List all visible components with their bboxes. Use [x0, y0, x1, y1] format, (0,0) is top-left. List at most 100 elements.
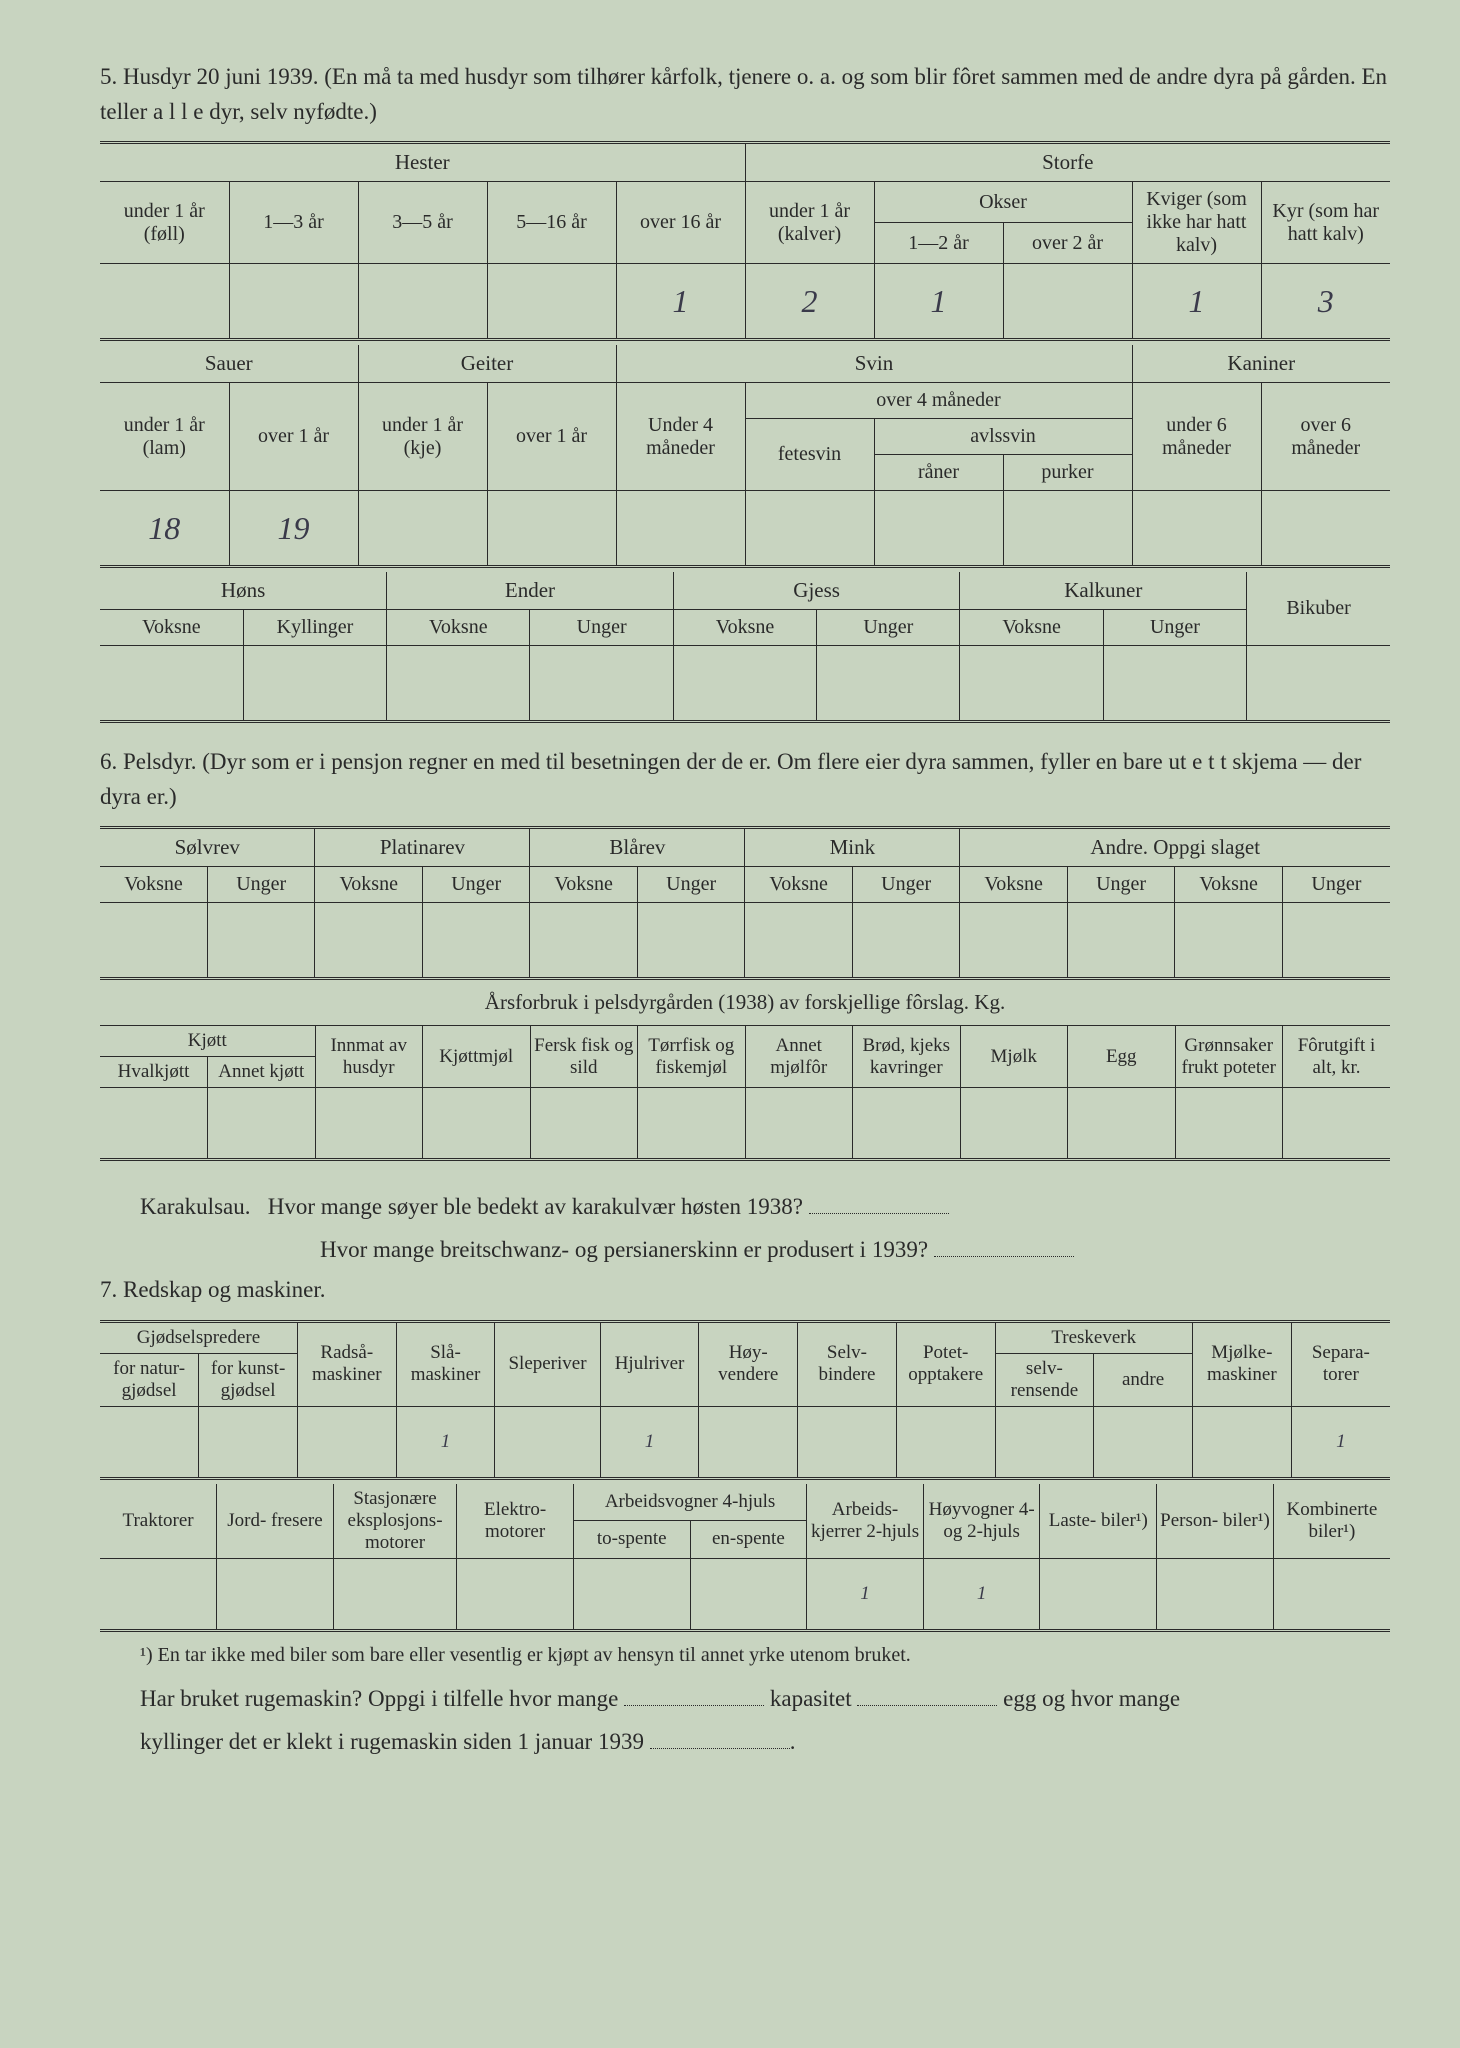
- unger: Unger: [637, 867, 744, 903]
- cell: [100, 264, 229, 340]
- table5-title: Årsforbruk i pelsdyrgården (1938) av for…: [100, 990, 1390, 1015]
- s-under1: under 1 år (kalver): [745, 182, 874, 264]
- voksne: Voksne: [1175, 867, 1282, 903]
- section-7-num: 7.: [100, 1277, 117, 1302]
- unger: Unger: [1282, 867, 1390, 903]
- cell: [243, 646, 386, 722]
- ferskfisk: Fersk fisk og sild: [530, 1026, 638, 1088]
- separa: Separa- torer: [1291, 1321, 1390, 1406]
- egg: Egg: [1068, 1026, 1176, 1088]
- hdr-sauer: Sauer: [100, 345, 358, 383]
- sa-over1: over 1 år: [229, 383, 358, 491]
- radsa: Radså- maskiner: [297, 1321, 396, 1406]
- section-5-num: 5.: [100, 64, 117, 89]
- section-6-num: 6.: [100, 749, 117, 774]
- arbeidskjerrer: Arbeids- kjerrer 2-hjuls: [807, 1484, 924, 1559]
- voksne: Voksne: [960, 867, 1067, 903]
- cell: 1: [807, 1558, 924, 1630]
- bottom-line1: Har bruket rugemaskin? Oppgi i tilfelle …: [140, 1679, 1390, 1718]
- h-under1: under 1 år (føll): [100, 182, 229, 264]
- selv: Selv- bindere: [798, 1321, 897, 1406]
- cell: 1: [1132, 264, 1261, 340]
- hdr-svin: Svin: [616, 345, 1132, 383]
- unger: Unger: [207, 867, 314, 903]
- voksne: Voksne: [530, 867, 637, 903]
- unger: Unger: [1067, 867, 1174, 903]
- blank: [650, 1748, 790, 1749]
- cell: 19: [229, 491, 358, 567]
- cell: [960, 646, 1103, 722]
- person: Person- biler¹): [1157, 1484, 1274, 1559]
- torrfisk: Tørrfisk og fiskemjøl: [638, 1026, 746, 1088]
- unger: Unger: [852, 867, 959, 903]
- hoy: Høy- vendere: [699, 1321, 798, 1406]
- l2: kyllinger det er klekt i rugemaskin side…: [140, 1729, 644, 1754]
- voksne: Voksne: [100, 867, 207, 903]
- cell: 3: [1261, 264, 1390, 340]
- sv-under4: Under 4 måneder: [616, 383, 745, 491]
- ge-under1: under 1 år (kje): [358, 383, 487, 491]
- kombinerte: Kombinerte biler¹): [1273, 1484, 1390, 1559]
- gjodsel: Gjødselspredere: [100, 1321, 297, 1353]
- hdr-storfe: Storfe: [745, 143, 1390, 182]
- cell: 1: [923, 1558, 1040, 1630]
- karakul-label: Karakulsau.: [140, 1194, 251, 1219]
- karakul-line2: Hvor mange breitschwanz- og persianerski…: [140, 1230, 1390, 1269]
- potet: Potet- opptakere: [896, 1321, 995, 1406]
- cell: [673, 646, 816, 722]
- section-6-title: Pelsdyr. (Dyr som er i pensjon regner en…: [100, 749, 1361, 809]
- cell: 2: [745, 264, 874, 340]
- sla: Slå- maskiner: [396, 1321, 495, 1406]
- cell: [1003, 264, 1132, 340]
- mjolke: Mjølke- maskiner: [1192, 1321, 1291, 1406]
- mink: Mink: [745, 828, 960, 867]
- table-hester-storfe: Hester Storfe under 1 år (føll) 1—3 år 3…: [100, 141, 1390, 341]
- laste: Laste- biler¹): [1040, 1484, 1157, 1559]
- innmat: Innmat av husdyr: [315, 1026, 423, 1088]
- natur: for natur- gjødsel: [100, 1353, 199, 1406]
- fetesvin: fetesvin: [745, 419, 874, 491]
- treskeverk: Treskeverk: [995, 1321, 1192, 1353]
- kjott: Kjøtt: [100, 1026, 315, 1057]
- cell: [358, 264, 487, 340]
- kyr: Kyr (som har hatt kalv): [1261, 182, 1390, 264]
- ka-under6: under 6 måneder: [1132, 383, 1261, 491]
- section-7-heading: 7. Redskap og maskiner.: [100, 1273, 1390, 1308]
- karakul-q2: Hvor mange breitschwanz- og persianerski…: [320, 1237, 928, 1262]
- hdr-ender: Ender: [387, 572, 674, 610]
- kviger: Kviger (som ikke har hatt kalv): [1132, 182, 1261, 264]
- cell: [229, 264, 358, 340]
- sv-over4: over 4 måneder: [745, 383, 1132, 419]
- h-1-3: 1—3 år: [229, 182, 358, 264]
- cell: [616, 491, 745, 567]
- annetkjott: Annet kjøtt: [208, 1057, 316, 1088]
- cell: 1: [600, 1406, 699, 1478]
- section-6-heading: 6. Pelsdyr. (Dyr som er i pensjon regner…: [100, 745, 1390, 814]
- bottom-line2: kyllinger det er klekt i rugemaskin side…: [140, 1722, 1390, 1761]
- section-5-title: Husdyr 20 juni 1939. (En må ta med husdy…: [100, 64, 1387, 124]
- kjottmjol: Kjøttmjøl: [423, 1026, 531, 1088]
- kyllinger: Kyllinger: [243, 610, 386, 646]
- cell: [874, 491, 1003, 567]
- cell: [387, 646, 530, 722]
- hdr-kaniner: Kaniner: [1132, 345, 1390, 383]
- raner: råner: [874, 455, 1003, 491]
- footnote-1: ¹) En tar ikke med biler som bare eller …: [140, 1644, 1390, 1667]
- unger: Unger: [530, 610, 673, 646]
- cell: [1261, 491, 1390, 567]
- andre: Andre. Oppgi slaget: [960, 828, 1390, 867]
- karakul-q1: Hvor mange søyer ble bedekt av karakulvæ…: [268, 1194, 803, 1219]
- voksne: Voksne: [315, 867, 422, 903]
- cell: 1: [874, 264, 1003, 340]
- avlssvin: avlssvin: [874, 419, 1132, 455]
- blank: [809, 1213, 949, 1214]
- l1b: kapasitet: [770, 1686, 852, 1711]
- karakul-line1: Karakulsau. Hvor mange søyer ble bedekt …: [140, 1187, 1390, 1226]
- h-5-16: 5—16 år: [487, 182, 616, 264]
- l1a: Har bruket rugemaskin? Oppgi i tilfelle …: [140, 1686, 618, 1711]
- sleperiver: Sleperiver: [495, 1321, 600, 1406]
- cell: 18: [100, 491, 229, 567]
- table-sauer-svin: Sauer Geiter Svin Kaniner under 1 år (la…: [100, 345, 1390, 568]
- cell: [100, 646, 243, 722]
- h-over16: over 16 år: [616, 182, 745, 264]
